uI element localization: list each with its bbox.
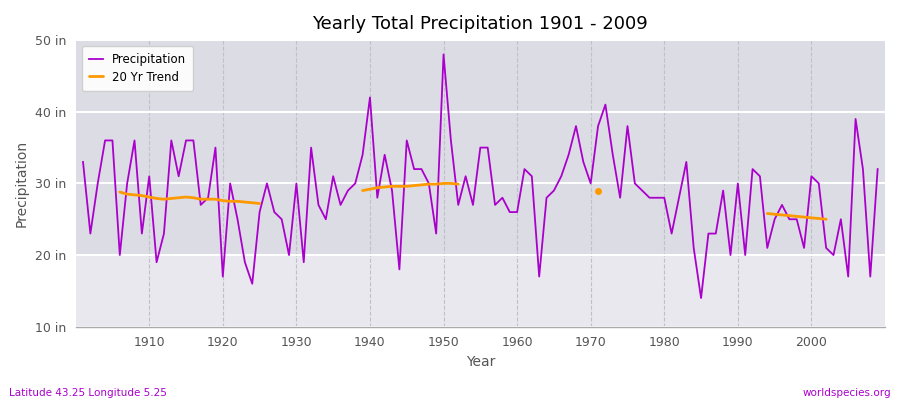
- Precipitation: [872, 167, 883, 172]
- 20 Yr Trend: [144, 195, 155, 200]
- 20 Yr Trend: [122, 192, 132, 196]
- 20 Yr Trend: [137, 193, 148, 198]
- Precipitation: [137, 231, 148, 236]
- 20 Yr Trend: [174, 195, 184, 200]
- Precipitation: [608, 152, 618, 157]
- Title: Yearly Total Precipitation 1901 - 2009: Yearly Total Precipitation 1901 - 2009: [312, 15, 648, 33]
- 20 Yr Trend: [114, 190, 125, 194]
- 20 Yr Trend: [158, 197, 169, 202]
- Y-axis label: Precipitation: Precipitation: [15, 140, 29, 227]
- 20 Yr Trend: [247, 200, 257, 205]
- Text: worldspecies.org: worldspecies.org: [803, 388, 891, 398]
- Bar: [76, 40, 885, 255]
- 20 Yr Trend: [218, 198, 229, 203]
- Precipitation: [298, 260, 309, 265]
- 20 Yr Trend: [239, 200, 250, 204]
- Precipitation: [343, 188, 354, 193]
- 20 Yr Trend: [225, 199, 236, 204]
- 20 Yr Trend: [232, 199, 243, 204]
- 20 Yr Trend: [254, 201, 265, 206]
- Bar: [76, 255, 885, 327]
- 20 Yr Trend: [195, 197, 206, 202]
- Line: Precipitation: Precipitation: [83, 54, 878, 298]
- 20 Yr Trend: [188, 195, 199, 200]
- Legend: Precipitation, 20 Yr Trend: Precipitation, 20 Yr Trend: [82, 46, 194, 91]
- 20 Yr Trend: [129, 192, 140, 197]
- Precipitation: [696, 296, 706, 300]
- Precipitation: [512, 210, 523, 214]
- Text: Latitude 43.25 Longitude 5.25: Latitude 43.25 Longitude 5.25: [9, 388, 166, 398]
- Line: 20 Yr Trend: 20 Yr Trend: [120, 192, 259, 204]
- 20 Yr Trend: [151, 196, 162, 201]
- Precipitation: [77, 160, 88, 164]
- X-axis label: Year: Year: [465, 355, 495, 369]
- Precipitation: [438, 52, 449, 57]
- 20 Yr Trend: [181, 195, 192, 200]
- 20 Yr Trend: [202, 197, 213, 202]
- Precipitation: [519, 167, 530, 172]
- 20 Yr Trend: [210, 197, 220, 202]
- 20 Yr Trend: [166, 196, 176, 201]
